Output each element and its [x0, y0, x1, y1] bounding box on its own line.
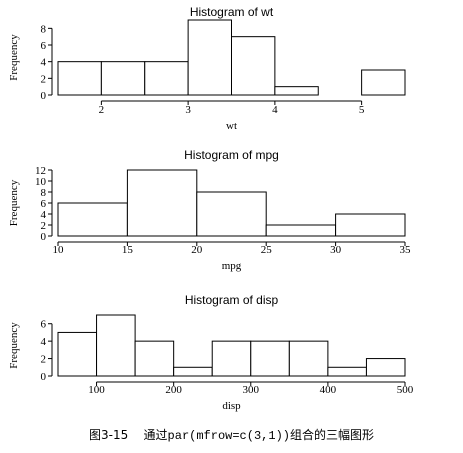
x-tick-label: 200	[165, 384, 182, 396]
x-tick-label: 400	[320, 384, 337, 396]
histogram-bar	[173, 366, 213, 377]
y-tick-label: 4	[41, 57, 47, 69]
histogram-bar	[231, 36, 276, 96]
histogram-bar	[196, 191, 267, 237]
figure-caption: 图3-15 通过par(mfrow=c(3,1))组合的三幅图形	[0, 426, 463, 443]
histogram-bar	[144, 61, 189, 96]
histogram-bar	[57, 331, 98, 377]
histogram-bar	[57, 202, 128, 237]
y-tick-label: 12	[35, 165, 46, 177]
x-tick-label: 15	[122, 244, 134, 256]
y-tick-label: 2	[41, 220, 47, 232]
y-tick-label: 0	[41, 371, 47, 383]
caption-text-before: 通过	[143, 428, 168, 442]
y-tick-label: 0	[41, 231, 47, 243]
histogram-bar	[211, 340, 252, 377]
y-axis-label: Frequency	[8, 322, 20, 369]
x-tick-label: 5	[359, 104, 365, 116]
histogram-bar	[361, 69, 406, 96]
y-axis-label: Frequency	[8, 34, 20, 81]
x-tick-label: 20	[191, 244, 203, 256]
x-tick-label: 2	[99, 104, 105, 116]
histogram-wt-panel: Histogram of wt 2 3 4 5 0 2 4 6 8 wt Frequency	[8, 5, 406, 132]
x-tick-label: 35	[400, 244, 412, 256]
y-tick-label: 4	[41, 209, 47, 221]
caption-text-after: 组合的三幅图形	[289, 428, 374, 442]
y-tick-label: 2	[41, 354, 47, 366]
histogram-bar	[126, 169, 198, 237]
histogram-bar	[57, 61, 102, 96]
y-tick-label: 2	[41, 73, 47, 85]
x-tick-label: 3	[185, 104, 191, 116]
y-tick-label: 6	[41, 198, 47, 210]
x-axis-label: wt	[226, 120, 237, 132]
histogram-bar	[134, 340, 175, 377]
x-tick-label: 300	[243, 384, 260, 396]
chart-title: Histogram of disp	[185, 293, 279, 307]
y-tick-label: 8	[41, 187, 47, 199]
caption-figure-label: 图3-15	[89, 428, 129, 442]
x-tick-label: 30	[330, 244, 342, 256]
y-tick-label: 6	[41, 319, 47, 331]
histogram-bar	[100, 61, 146, 96]
chart-title: Histogram of wt	[190, 5, 274, 19]
histogram-bar	[274, 86, 319, 96]
x-tick-label: 25	[261, 244, 273, 256]
x-axis-label: disp	[222, 400, 241, 412]
y-tick-label: 6	[41, 40, 47, 52]
y-tick-label: 8	[41, 23, 47, 35]
caption-code: par(mfrow=c(3,1))	[167, 429, 290, 443]
chart-title: Histogram of mpg	[184, 148, 279, 162]
x-axis-label: mpg	[222, 260, 242, 272]
histogram-bar	[265, 224, 337, 237]
y-tick-label: 4	[41, 336, 47, 348]
x-tick-label: 100	[88, 384, 105, 396]
histogram-disp-panel: Histogram of disp 100 200 300 400 500 0 2 4 6 disp…	[8, 293, 414, 412]
histogram-bar	[288, 340, 329, 377]
histogram-bar	[96, 314, 136, 377]
y-tick-label: 0	[41, 90, 47, 102]
x-tick-label: 10	[53, 244, 65, 256]
x-tick-label: 4	[272, 104, 278, 116]
histogram-bar	[335, 213, 406, 237]
y-axis-label: Frequency	[8, 179, 20, 226]
histogram-bar	[327, 366, 367, 377]
histogram-bar	[365, 358, 406, 377]
x-tick-label: 500	[397, 384, 414, 396]
histogram-bar	[250, 340, 290, 377]
y-tick-label: 10	[35, 176, 47, 188]
histogram-bar	[187, 19, 232, 96]
